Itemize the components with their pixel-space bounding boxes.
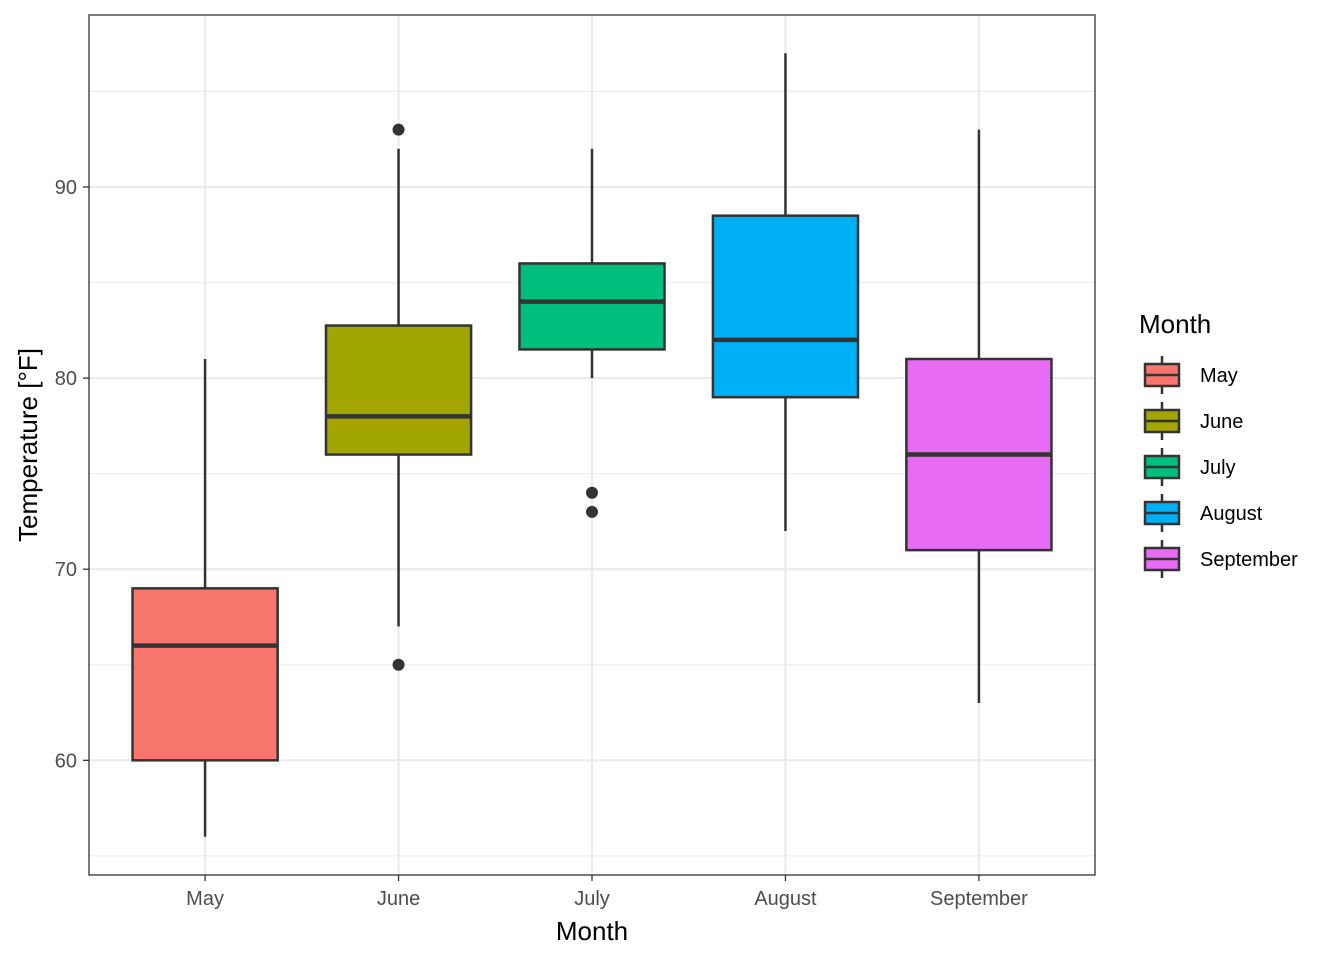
- legend-label: September: [1200, 549, 1298, 571]
- y-tick-label: 90: [55, 177, 77, 199]
- legend-item-july: July: [1143, 448, 1236, 486]
- box-iqr: [324, 324, 473, 456]
- box-july: [518, 148, 666, 518]
- x-tick-label: July: [574, 888, 610, 910]
- legend-item-june: June: [1143, 402, 1243, 440]
- outlier-point: [392, 658, 405, 671]
- legend-item-september: September: [1143, 540, 1298, 578]
- box-may: [131, 359, 279, 837]
- legend-label: August: [1200, 503, 1263, 525]
- x-axis-title: Month: [556, 916, 628, 946]
- x-axis: May June July August September: [186, 875, 1028, 910]
- box-iqr: [518, 262, 666, 351]
- x-tick-label: August: [754, 888, 817, 910]
- y-axis: 60 70 80 90: [55, 177, 89, 772]
- legend-item-may: May: [1143, 356, 1238, 394]
- box-iqr: [131, 587, 279, 762]
- x-tick-label: May: [186, 888, 224, 910]
- y-tick-label: 60: [55, 750, 77, 772]
- legend: Month May June July August September: [1139, 309, 1298, 578]
- box-june: [324, 123, 473, 671]
- legend-label: May: [1200, 365, 1238, 387]
- y-tick-label: 80: [55, 368, 77, 390]
- box-august: [711, 53, 860, 531]
- outlier-point: [586, 505, 598, 518]
- outlier-point: [586, 486, 598, 499]
- x-tick-label: September: [930, 888, 1028, 910]
- box-series: [131, 53, 1053, 837]
- legend-items: May June July August September: [1143, 356, 1298, 578]
- y-axis-title: Temperature [°F]: [13, 348, 43, 542]
- box-september: [905, 129, 1053, 703]
- legend-item-august: August: [1143, 494, 1263, 532]
- y-tick-label: 70: [55, 559, 77, 581]
- legend-label: July: [1200, 457, 1236, 479]
- legend-label: June: [1200, 411, 1243, 433]
- legend-title: Month: [1139, 309, 1211, 339]
- x-tick-label: June: [377, 888, 420, 910]
- box-iqr: [711, 214, 860, 399]
- outlier-point: [392, 123, 405, 136]
